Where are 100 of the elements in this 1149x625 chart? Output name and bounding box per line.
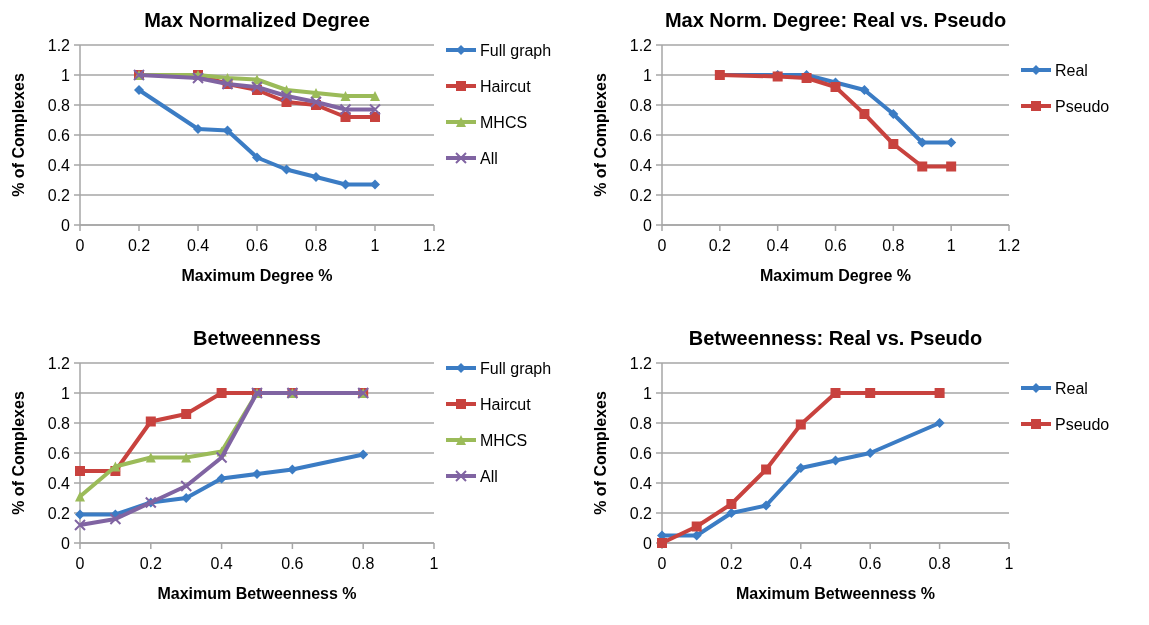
point — [74, 519, 86, 531]
point — [830, 82, 841, 92]
y-tick-label: 0.4 — [629, 474, 653, 492]
y-tick-label: 0.2 — [629, 186, 653, 204]
y-tick-label: 0.6 — [629, 444, 653, 462]
point — [761, 464, 772, 475]
x-axis-title: Maximum Degree % — [759, 267, 912, 284]
point — [134, 85, 144, 95]
point — [859, 85, 870, 95]
y-tick-label: 0.4 — [47, 156, 71, 174]
legend-label: Real — [1055, 379, 1088, 397]
point — [75, 466, 85, 476]
y-tick-label: 1 — [61, 66, 71, 84]
x-tick-label: 0.8 — [304, 237, 328, 254]
point — [946, 137, 957, 148]
y-tick-label: 0 — [643, 216, 653, 234]
x-tick-label: 0 — [657, 237, 667, 254]
chart-title: Betweenness — [193, 327, 321, 349]
point — [726, 508, 737, 518]
legend-label: Haircut — [480, 395, 532, 413]
point — [865, 388, 876, 398]
x-tick-label: 0 — [657, 555, 667, 572]
point — [358, 449, 369, 460]
legend-label: Real — [1055, 61, 1088, 79]
point — [311, 172, 321, 182]
point — [888, 139, 899, 149]
point — [310, 96, 322, 108]
legend-label: All — [480, 149, 498, 167]
y-tick-label: 0 — [61, 216, 71, 234]
legend-label: All — [480, 467, 498, 485]
x-tick-label: 0.8 — [352, 555, 375, 572]
point — [192, 72, 204, 84]
point — [311, 88, 321, 98]
x-tick-label: 0.6 — [859, 555, 882, 572]
point — [109, 513, 122, 525]
y-tick-label: 1.2 — [629, 354, 653, 372]
point — [181, 409, 192, 419]
point — [340, 91, 351, 101]
point — [830, 455, 841, 466]
y-tick-label: 1 — [643, 66, 653, 84]
point — [795, 419, 806, 430]
point — [252, 469, 262, 479]
point — [888, 109, 899, 119]
x-tick-label: 0.4 — [210, 555, 233, 572]
y-tick-label: 1.2 — [47, 36, 71, 54]
point — [215, 451, 228, 464]
point — [934, 418, 945, 428]
y-tick-label: 0.6 — [47, 126, 71, 144]
chart-title: Max Norm. Degree: Real vs. Pseudo — [664, 9, 1007, 31]
legend-label: Haircut — [480, 77, 532, 95]
x-tick-label: 0.2 — [139, 555, 163, 572]
point — [193, 124, 203, 134]
legend-label: MHCS — [480, 431, 528, 449]
point — [145, 452, 156, 463]
y-axis-title: % of Complexes — [592, 73, 609, 197]
y-tick-label: 0.6 — [47, 444, 71, 462]
legend-label: MHCS — [480, 113, 528, 131]
point — [180, 480, 193, 492]
x-tick-label: 0.4 — [789, 555, 813, 572]
x-tick-label: 0 — [75, 555, 85, 572]
point — [252, 152, 262, 163]
y-tick-label: 0.6 — [629, 126, 653, 144]
x-axis-title: Maximum Betweenness % — [735, 585, 936, 602]
point — [370, 91, 380, 101]
chart-title: Betweenness: Real vs. Pseudo — [688, 327, 983, 349]
y-tick-label: 0.4 — [629, 156, 653, 174]
point — [339, 103, 352, 116]
y-tick-label: 1.2 — [47, 354, 71, 372]
x-tick-label: 0 — [75, 237, 85, 254]
point — [370, 179, 380, 190]
point — [859, 109, 870, 119]
point — [216, 388, 227, 398]
x-tick-label: 0.2 — [720, 555, 743, 572]
point — [830, 388, 841, 398]
point — [946, 161, 957, 172]
y-tick-label: 1 — [61, 384, 71, 402]
y-tick-label: 0 — [643, 534, 653, 552]
point — [280, 90, 293, 102]
point — [181, 452, 192, 463]
y-tick-label: 0.2 — [629, 504, 653, 522]
y-tick-label: 1.2 — [629, 36, 653, 54]
y-axis-title: % of Complexes — [10, 391, 27, 515]
y-axis-title: % of Complexes — [10, 73, 27, 197]
x-tick-label: 0.6 — [281, 555, 304, 572]
point — [369, 103, 381, 116]
x-tick-label: 0.8 — [928, 555, 951, 572]
x-tick-label: 1.2 — [422, 237, 446, 254]
x-tick-label: 0.6 — [245, 237, 269, 254]
legend-label: Pseudo — [1055, 415, 1110, 433]
x-tick-label: 0.8 — [882, 237, 905, 254]
x-tick-label: 0.4 — [766, 237, 789, 254]
point — [251, 81, 263, 93]
point — [795, 463, 806, 473]
point — [917, 161, 928, 172]
x-tick-label: 0.2 — [708, 237, 732, 254]
y-axis-title: % of Complexes — [592, 391, 609, 515]
point — [75, 491, 85, 502]
x-tick-label: 1 — [946, 237, 956, 254]
point — [370, 112, 380, 122]
y-tick-label: 0.8 — [629, 414, 653, 432]
